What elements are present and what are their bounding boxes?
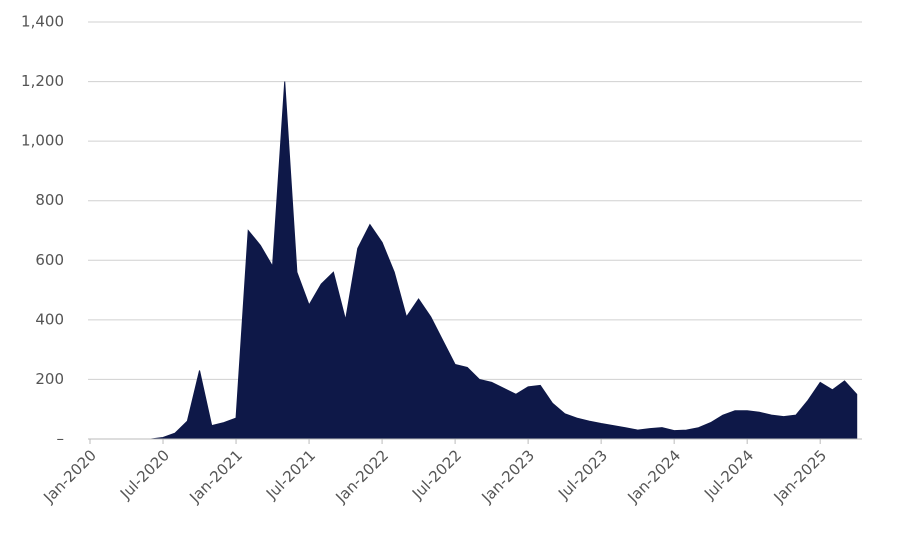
x-tick-label: Jul-2022	[408, 446, 465, 503]
x-tick-label: Jan-2024	[624, 446, 685, 507]
x-tick-label: Jan-2020	[39, 446, 100, 507]
area	[90, 81, 858, 440]
y-tick-label: 1,200	[21, 72, 64, 90]
y-tick-label: 400	[35, 310, 64, 328]
y-tick-label: 800	[35, 191, 64, 209]
y-tick-label: 200	[35, 370, 64, 388]
y-tick-label: 600	[35, 251, 64, 269]
x-tick-label: Jul-2021	[262, 446, 319, 503]
x-tick-label: Jan-2025	[770, 446, 831, 507]
y-tick-label: –	[57, 430, 65, 448]
x-tick-label: Jan-2022	[331, 446, 392, 507]
y-tick-label: 1,000	[21, 132, 64, 150]
x-tick-label: Jan-2021	[185, 446, 246, 507]
x-tick-label: Jul-2020	[116, 446, 173, 503]
x-tick-label: Jan-2023	[478, 446, 539, 507]
x-tick-label: Jul-2024	[700, 446, 757, 503]
y-tick-label: 1,400	[21, 13, 64, 31]
x-tick-label: Jul-2023	[554, 446, 611, 503]
